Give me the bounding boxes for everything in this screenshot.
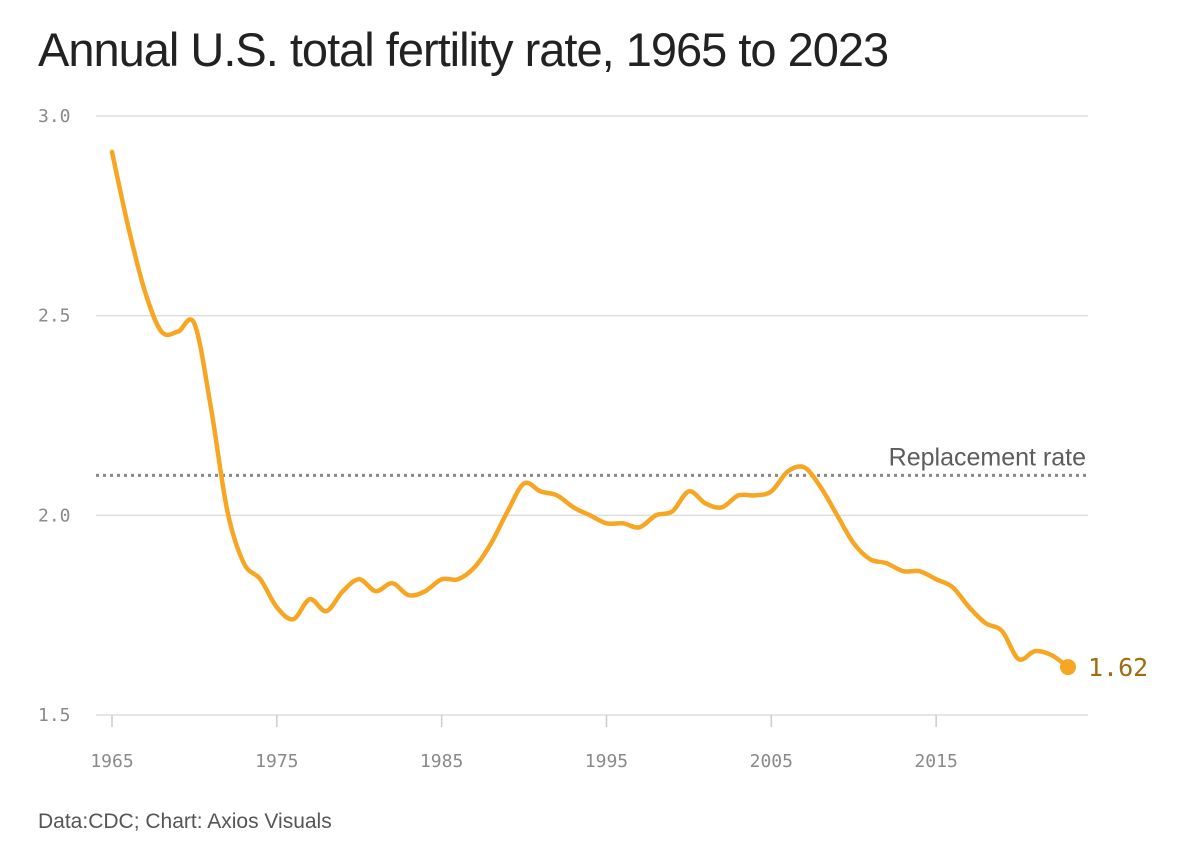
data-point-1971 (209, 406, 213, 410)
data-point-2020 (1017, 657, 1021, 661)
data-point-1989 (506, 509, 510, 513)
x-axis-ticks: 1965 1975 1985 1995 2005 2015 (90, 715, 958, 772)
data-point-1990 (522, 481, 526, 485)
data-point-1986 (456, 577, 460, 581)
data-point-2007 (802, 465, 806, 469)
data-point-1994 (588, 513, 592, 517)
data-point-1996 (621, 521, 625, 525)
fertility-rate-line (109, 149, 1071, 670)
end-point-marker (1060, 659, 1076, 676)
data-point-1966 (127, 226, 131, 230)
data-point-1972 (225, 509, 229, 513)
data-point-1979 (341, 589, 345, 593)
data-point-1993 (572, 505, 576, 509)
end-value-label: 1.62 (1088, 653, 1148, 682)
data-point-1987 (473, 565, 477, 569)
data-point-2015 (934, 577, 938, 581)
y-tick-label: 3.0 (38, 106, 71, 127)
data-point-2004 (753, 493, 757, 497)
data-point-1974 (258, 577, 262, 581)
x-tick-label: 1965 (90, 751, 133, 772)
x-tick-label: 2005 (750, 751, 793, 772)
data-point-1967 (143, 290, 147, 294)
y-axis-ticks: 3.0 2.5 2.0 1.5 (38, 106, 71, 726)
chart-title: Annual U.S. total fertility rate, 1965 t… (38, 23, 889, 76)
data-point-1988 (489, 541, 493, 545)
data-point-2006 (786, 469, 790, 473)
data-point-1983 (407, 593, 411, 597)
data-point-1995 (605, 521, 609, 525)
data-point-2008 (819, 485, 823, 489)
data-point-2011 (868, 557, 872, 561)
data-point-1998 (654, 513, 658, 517)
data-point-1973 (242, 561, 246, 565)
source-note: Data:CDC; Chart: Axios Visuals (38, 810, 332, 833)
data-point-2013 (901, 569, 905, 573)
data-point-2002 (720, 505, 724, 509)
x-tick-label: 1995 (585, 751, 628, 772)
data-point-2017 (967, 605, 971, 609)
x-tick-label: 1985 (420, 751, 463, 772)
data-point-2019 (1000, 629, 1004, 633)
data-point-1997 (637, 525, 641, 529)
data-point-1985 (440, 577, 444, 581)
grid-lines (96, 115, 1088, 716)
y-tick-label: 2.5 (38, 306, 71, 327)
data-point-2014 (918, 569, 922, 573)
data-point-1980 (357, 577, 361, 581)
data-point-2009 (835, 513, 839, 517)
data-points (110, 150, 1070, 669)
data-point-1969 (176, 330, 180, 334)
data-point-1970 (192, 322, 196, 326)
data-point-2010 (852, 541, 856, 545)
data-point-2022 (1050, 653, 1054, 657)
data-point-1978 (324, 609, 328, 613)
data-point-2021 (1033, 649, 1037, 653)
data-point-1981 (374, 589, 378, 593)
data-point-2003 (736, 493, 740, 497)
data-point-1984 (423, 589, 427, 593)
data-point-1991 (539, 489, 543, 493)
x-tick-label: 1975 (255, 751, 298, 772)
data-point-2005 (769, 489, 773, 493)
replacement-rate-label: Replacement rate (889, 443, 1086, 471)
data-point-1968 (159, 330, 163, 334)
data-point-1977 (308, 597, 312, 601)
y-tick-label: 1.5 (38, 705, 71, 726)
data-point-2012 (885, 561, 889, 565)
y-tick-label: 2.0 (38, 505, 71, 526)
data-point-2018 (984, 621, 988, 625)
data-point-1999 (670, 509, 674, 513)
data-point-2001 (703, 501, 707, 505)
data-point-2016 (951, 585, 955, 589)
data-point-1992 (555, 493, 559, 497)
data-point-1965 (110, 150, 114, 154)
data-point-1975 (275, 605, 279, 609)
x-tick-label: 2015 (914, 751, 957, 772)
data-point-1982 (390, 581, 394, 585)
data-point-1976 (291, 617, 295, 621)
data-point-2000 (687, 489, 691, 493)
